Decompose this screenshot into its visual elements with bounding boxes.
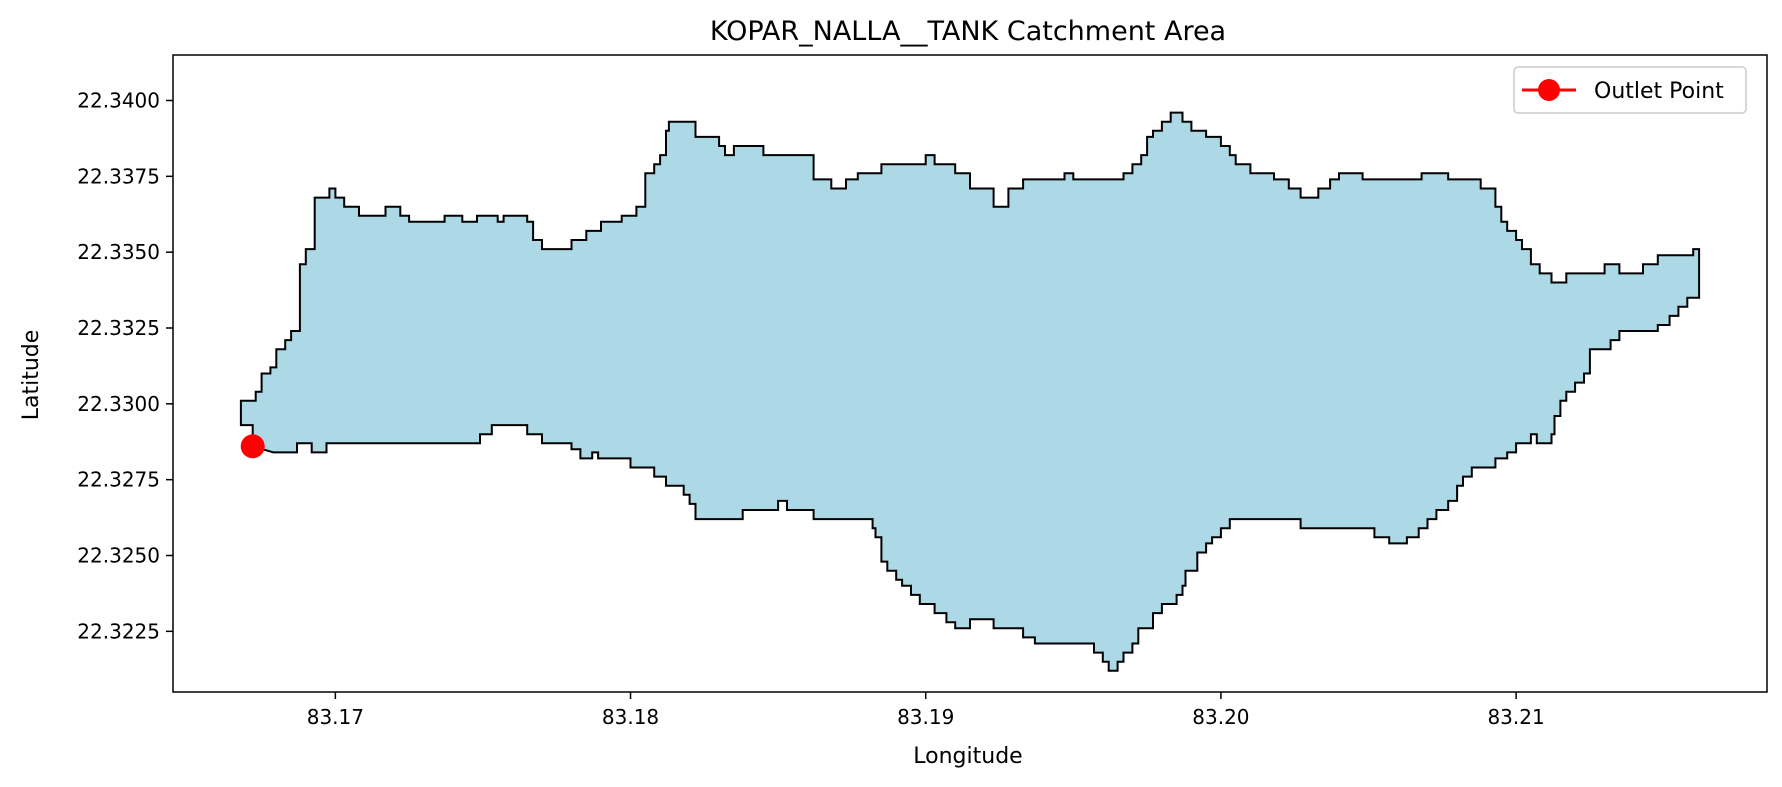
y-tick-label: 22.3325 <box>77 316 160 340</box>
axes-frame <box>172 54 1768 693</box>
outlet-point-marker <box>240 434 265 459</box>
legend: Outlet Point <box>1513 66 1747 114</box>
y-tick-label: 22.3350 <box>77 240 160 264</box>
x-tick-label: 83.18 <box>602 705 659 729</box>
legend-frame <box>1513 66 1747 114</box>
y-axis-ticks: 22.3225 22.3250 22.3275 22.3300 22.3325 22.33… <box>77 89 173 643</box>
x-tick-label: 83.19 <box>897 705 954 729</box>
y-tick-label: 22.3400 <box>77 89 160 113</box>
chart-title: KOPAR_NALLA__TANK Catchment Area <box>710 16 1226 47</box>
plot-area <box>172 54 1768 693</box>
x-tick-label: 83.21 <box>1487 705 1544 729</box>
y-tick-label: 22.3375 <box>77 164 160 188</box>
y-axis-label: Latitude <box>19 330 44 421</box>
x-tick-label: 83.20 <box>1192 705 1249 729</box>
y-tick-label: 22.3250 <box>77 544 160 568</box>
y-tick-label: 22.3300 <box>77 392 160 416</box>
x-axis-label: Longitude <box>913 744 1022 769</box>
x-axis-ticks: 83.17 83.18 83.19 83.20 83.21 <box>307 692 1545 729</box>
x-tick-label: 83.17 <box>307 705 364 729</box>
y-tick-label: 22.3225 <box>77 619 160 643</box>
legend-outlet-marker <box>1538 79 1560 101</box>
catchment-polygon <box>239 111 1701 672</box>
legend-label-outlet-point: Outlet Point <box>1594 79 1724 104</box>
y-tick-label: 22.3275 <box>77 468 160 492</box>
